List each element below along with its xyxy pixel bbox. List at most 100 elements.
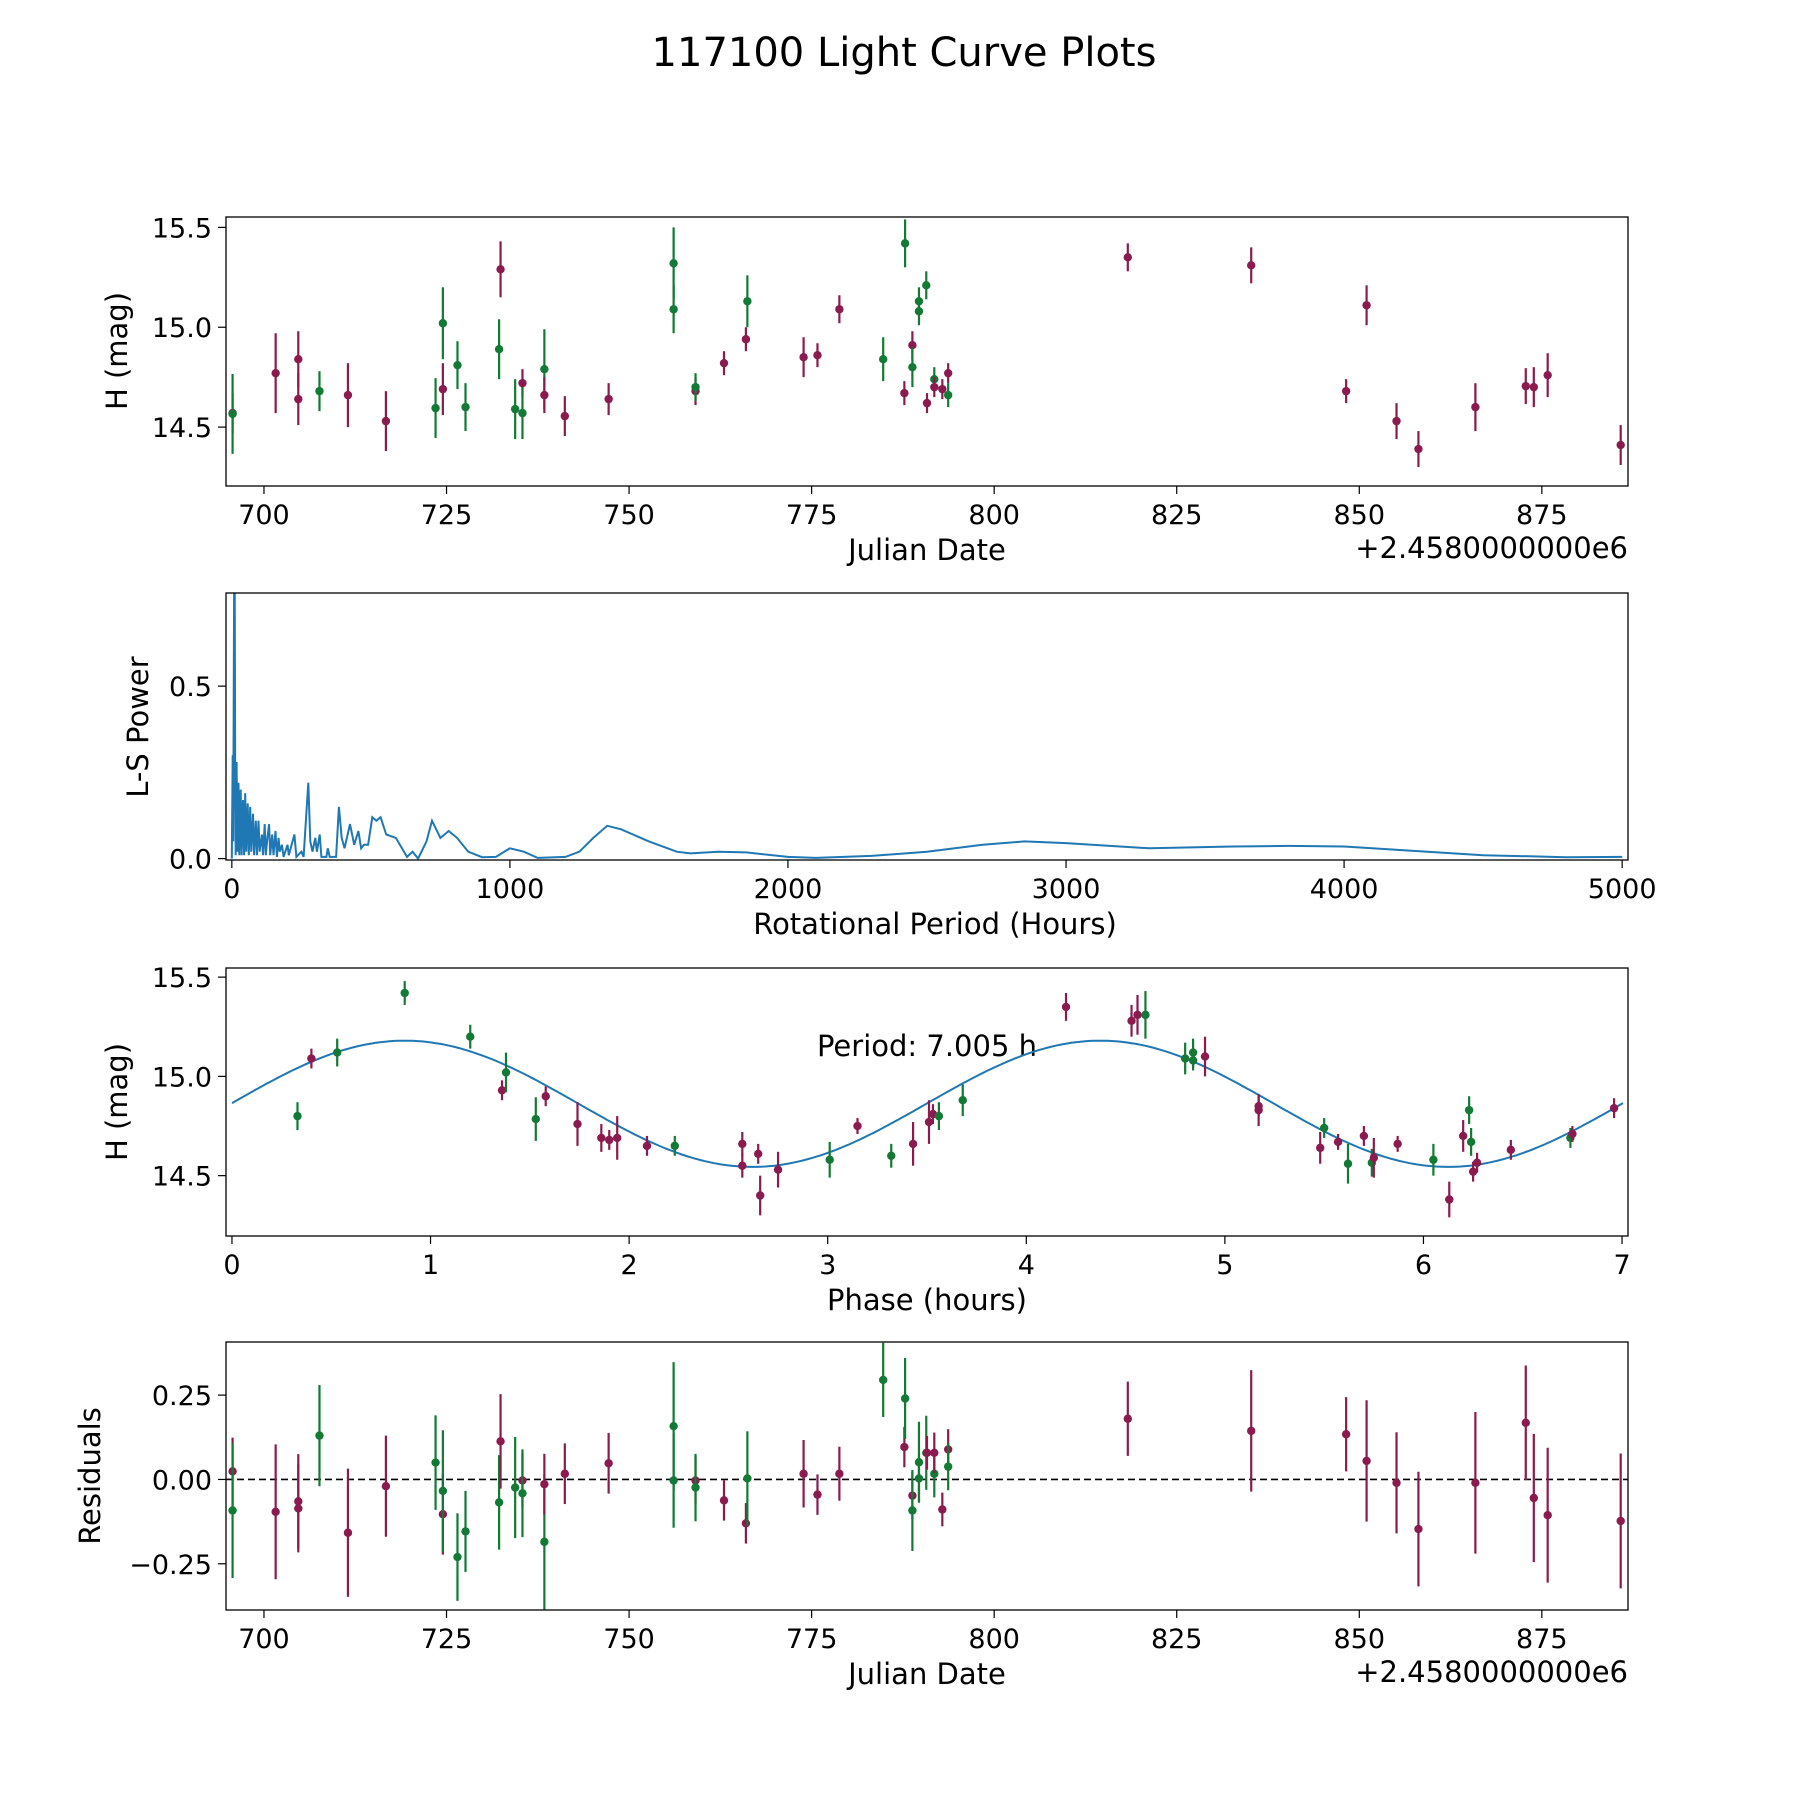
phased-data-point <box>773 1165 783 1174</box>
phased-data-point <box>670 1141 679 1151</box>
residuals-data-point <box>604 1459 613 1468</box>
residuals-data-point <box>691 1483 700 1492</box>
phased-ylabel: H (mag) <box>100 1043 134 1161</box>
figure-title: 117100 Light Curve Plots <box>652 30 1157 76</box>
phased-data-point <box>1466 1137 1476 1147</box>
light_curve-data-point <box>943 390 953 400</box>
light_curve-xtick-label: 800 <box>968 500 1020 531</box>
light_curve-data-point <box>315 386 324 396</box>
residuals-data-point <box>431 1458 440 1467</box>
residuals-data-point <box>1392 1478 1401 1488</box>
phased-axes-frame <box>225 967 1629 1237</box>
residuals-data-point <box>878 1375 888 1385</box>
residuals-data-point <box>453 1552 462 1562</box>
phased-data-point <box>1333 1137 1343 1147</box>
residuals-data-point <box>1521 1418 1530 1427</box>
light_curve-data-point <box>228 409 237 419</box>
residuals-data-point <box>560 1469 570 1478</box>
phased-data-point <box>333 1048 342 1057</box>
phased-data-point <box>1180 1054 1190 1063</box>
light_curve-data-point <box>1123 253 1133 262</box>
light_curve-ytick-label: 14.5 <box>152 413 212 444</box>
phased-plot-area <box>231 981 1624 1218</box>
phased-xtick-label: 7 <box>1613 1250 1630 1281</box>
phased-data-point <box>1141 1010 1150 1020</box>
light_curve-data-point <box>719 358 729 368</box>
residuals-data-point <box>510 1483 520 1492</box>
residuals-ytick-label: 0.25 <box>152 1381 212 1412</box>
residuals-ylabel: Residuals <box>73 1407 107 1545</box>
residuals-data-point <box>900 1442 909 1452</box>
light_curve-data-point <box>540 390 549 400</box>
light_curve-data-point <box>669 259 678 268</box>
light_curve-data-point <box>431 403 440 413</box>
periodogram-xtick-label: 3000 <box>1032 874 1101 905</box>
phased-data-point <box>497 1086 507 1095</box>
phased-data-point <box>1319 1123 1329 1133</box>
phased-data-point <box>1315 1143 1325 1153</box>
residuals-xtick-label: 775 <box>786 1624 838 1655</box>
light_curve-data-point <box>343 390 353 400</box>
residuals-xlabel: Julian Date <box>846 1657 1006 1691</box>
residuals-ytick-label: 0.00 <box>152 1465 212 1496</box>
phased-data-point <box>958 1096 967 1105</box>
light_curve-data-point <box>938 384 947 394</box>
phased-data-point <box>642 1141 652 1151</box>
light_curve-data-point <box>908 362 917 372</box>
residuals-data-point <box>1362 1456 1371 1466</box>
light_curve-data-point <box>741 335 751 344</box>
light_curve-data-point <box>669 305 678 314</box>
residuals-axes-frame <box>225 1341 1629 1611</box>
light_curve-data-point <box>930 382 939 392</box>
light_curve-data-point <box>1521 381 1530 391</box>
light_curve-data-point <box>799 352 808 362</box>
light_curve-data-point <box>294 354 303 364</box>
phased-xlabel: Phase (hours) <box>827 1283 1027 1317</box>
phased-data-point <box>400 988 409 998</box>
light_curve-data-point <box>878 354 888 364</box>
phased-ytick-label: 15.0 <box>152 1062 212 1093</box>
residuals-data-point <box>228 1506 237 1515</box>
residuals-data-point <box>1341 1430 1351 1439</box>
phased-data-point <box>1127 1016 1136 1026</box>
periodogram-xtick-label: 5000 <box>1588 874 1657 905</box>
phased-ytick-label: 14.5 <box>152 1162 212 1193</box>
periodogram-ytick-label: 0.0 <box>169 845 212 876</box>
light_curve-data-point <box>1247 261 1256 270</box>
residuals-data-point <box>719 1496 729 1505</box>
residuals-data-point <box>930 1469 939 1478</box>
residuals-xtick-label: 850 <box>1334 1624 1386 1655</box>
light_curve-data-point <box>908 341 917 350</box>
light_curve-xtick-label: 850 <box>1334 500 1386 531</box>
phased-data-point <box>1133 1010 1142 1020</box>
phased-data-point <box>1369 1153 1379 1162</box>
residuals-data-point <box>381 1482 391 1491</box>
light_curve-data-point <box>900 239 910 248</box>
phased-data-point <box>1061 1002 1071 1012</box>
phased-data-point <box>466 1032 475 1041</box>
light_curve-data-point <box>922 281 931 290</box>
residuals-data-point <box>914 1474 924 1483</box>
phased-xtick-label: 3 <box>819 1250 836 1281</box>
light_curve-xtick-label: 700 <box>238 500 290 531</box>
residuals-panel: 700 725 750 775 800 825 850 875 −0.25 0.00 0.25 <box>129 1341 1629 1655</box>
light_curve-data-point <box>271 368 280 378</box>
light_curve-data-point <box>496 265 505 274</box>
light_curve-data-point <box>943 368 953 378</box>
residuals-data-point <box>461 1527 470 1536</box>
periodogram-xtick-label: 0 <box>223 874 240 905</box>
phased-data-point <box>1429 1155 1438 1164</box>
residuals-ytick-label: −0.25 <box>129 1550 212 1581</box>
light-curve-x-offset: +2.4580000000e6 <box>1355 531 1628 565</box>
light_curve-data-point <box>1392 416 1401 426</box>
periodogram-ytick-label: 0.5 <box>169 672 212 703</box>
phased-data-point <box>1254 1101 1263 1111</box>
light_curve-data-point <box>1543 370 1552 380</box>
phased-data-point <box>307 1054 316 1063</box>
residuals-data-point <box>922 1448 932 1458</box>
phased-data-point <box>531 1114 540 1124</box>
residuals-data-point <box>669 1476 678 1485</box>
periodogram-plot-area <box>230 593 1623 860</box>
light_curve-data-point <box>453 360 462 370</box>
